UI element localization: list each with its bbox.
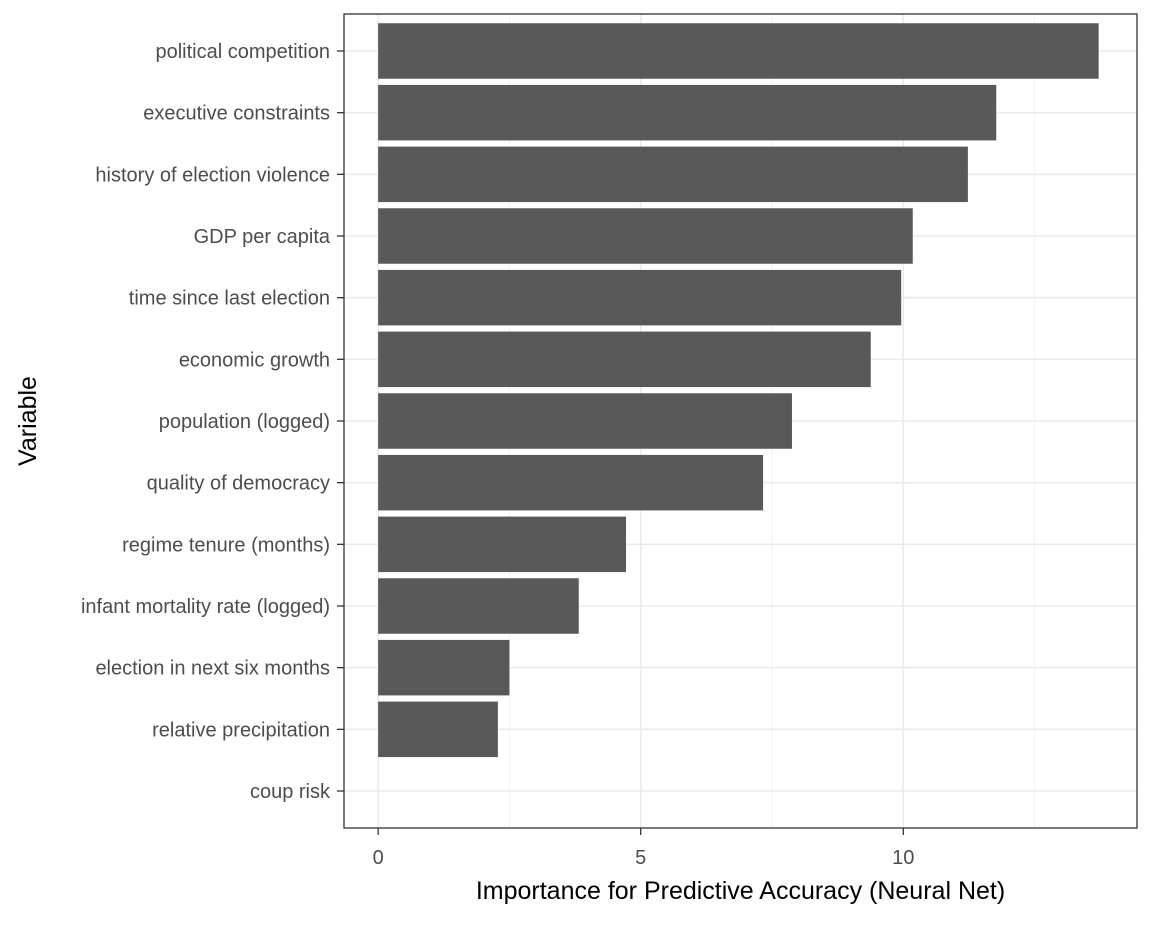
bar: [378, 84, 997, 141]
x-tick-label: 0: [373, 847, 384, 869]
bar: [378, 23, 1099, 79]
x-tick-label: 5: [635, 847, 646, 869]
bar: [378, 269, 902, 326]
y-tick-label: political competition: [155, 41, 330, 63]
y-tick-label: coup risk: [250, 781, 331, 803]
bar: [378, 393, 792, 449]
bar-layer: [378, 23, 1099, 758]
x-axis-title: Importance for Predictive Accuracy (Neur…: [476, 877, 1005, 905]
bar: [378, 578, 579, 634]
bar: [378, 146, 968, 203]
bar: [378, 208, 913, 264]
y-tick-label: population (logged): [159, 411, 330, 433]
y-tick-label: time since last election: [129, 288, 330, 310]
y-tick-label: economic growth: [179, 349, 330, 371]
y-tick-label: infant mortality rate (logged): [81, 596, 330, 618]
y-tick-label: history of election violence: [95, 164, 330, 186]
bar: [378, 331, 871, 388]
bar: [378, 639, 510, 696]
y-tick-label: election in next six months: [95, 658, 330, 680]
x-tick-label: 10: [892, 847, 914, 869]
y-tick-label: relative precipitation: [152, 719, 330, 741]
bar: [378, 701, 498, 758]
y-tick-label: regime tenure (months): [122, 534, 330, 556]
y-axis-title: Variable: [14, 376, 42, 466]
y-tick-label: GDP per capita: [194, 226, 331, 248]
y-tick-label: quality of democracy: [147, 473, 330, 495]
axis-layer: political competition executive constrain…: [81, 41, 914, 869]
bar: [378, 516, 627, 573]
y-tick-label: executive constraints: [143, 103, 330, 125]
bar: [378, 454, 764, 511]
